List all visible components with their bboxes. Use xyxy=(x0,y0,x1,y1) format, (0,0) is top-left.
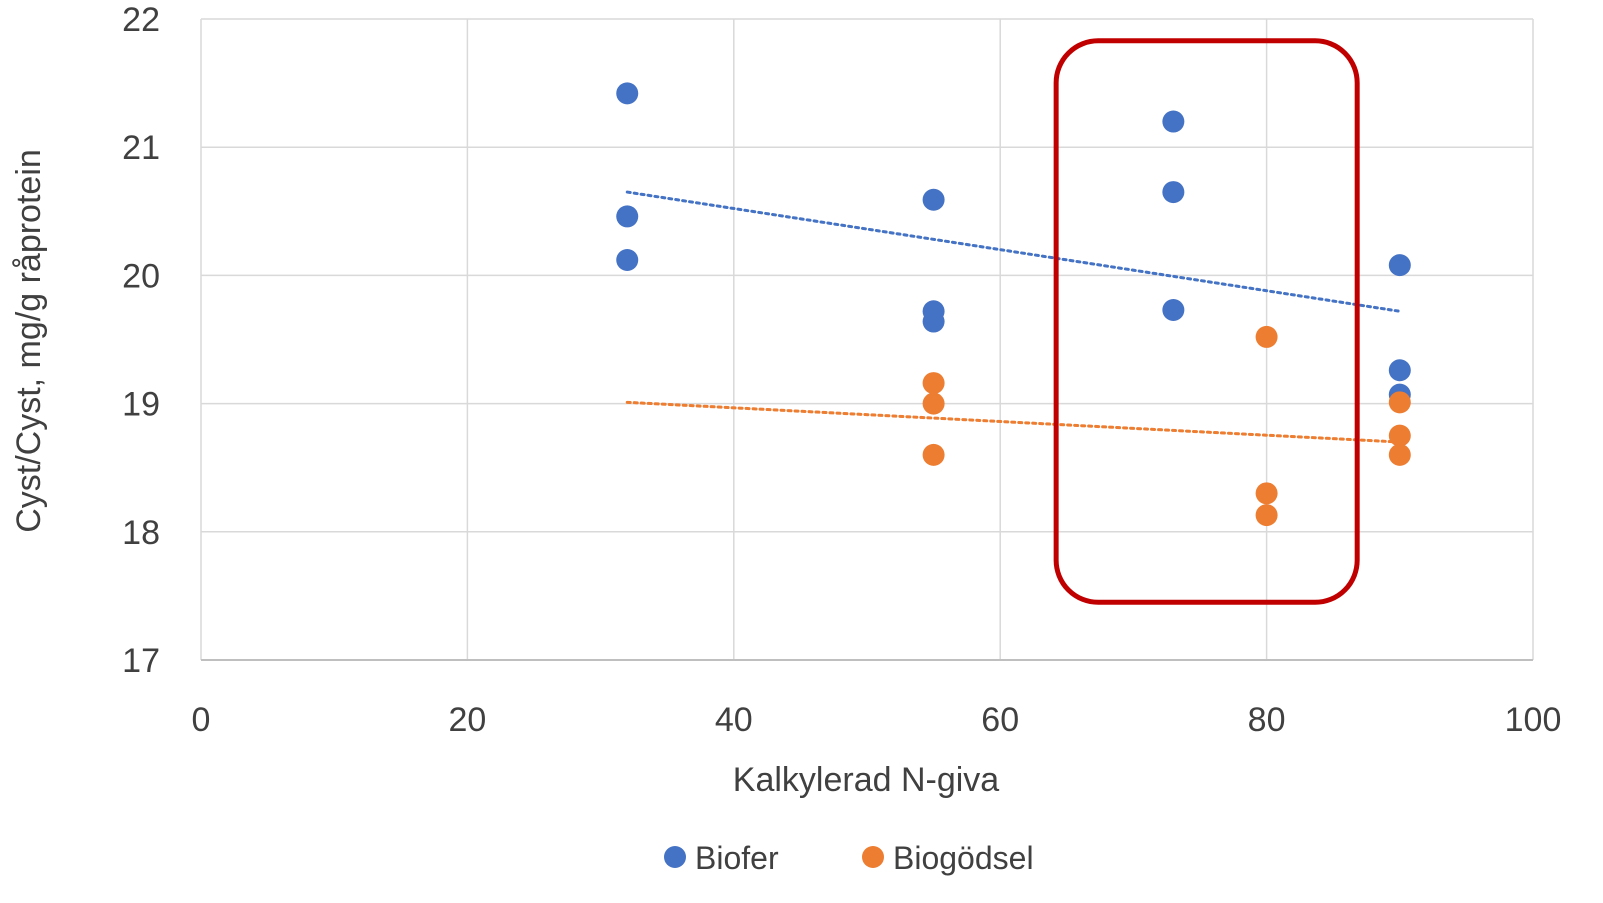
y-tick-label: 21 xyxy=(122,129,160,167)
grid-lines xyxy=(200,18,1534,661)
data-point xyxy=(1388,359,1411,382)
data-point xyxy=(616,205,639,228)
data-point xyxy=(1162,110,1185,133)
data-point xyxy=(616,82,639,105)
x-tick-label: 60 xyxy=(981,701,1019,739)
y-tick-label: 19 xyxy=(122,386,160,424)
legend: Biofer Biogödsel xyxy=(664,840,1034,876)
y-tick-label: 17 xyxy=(122,642,160,680)
data-point xyxy=(1255,482,1278,505)
data-point xyxy=(922,443,945,466)
trendlines xyxy=(625,190,1402,444)
data-point xyxy=(1388,424,1411,447)
data-point xyxy=(1388,443,1411,466)
data-point xyxy=(1388,254,1411,277)
legend-label: Biogödsel xyxy=(893,840,1034,876)
y-axis-title: Cyst/Cyst, mg/g råprotein xyxy=(10,149,48,533)
data-point xyxy=(922,188,945,211)
tick-labels: 17 18 19 20 21 22 0 20 40 60 80 100 xyxy=(122,1,1561,739)
data-point xyxy=(922,372,945,395)
legend-label: Biofer xyxy=(695,840,779,876)
data-point xyxy=(1162,181,1185,204)
data-point xyxy=(1255,325,1278,348)
y-tick-label: 18 xyxy=(122,514,160,552)
x-tick-label: 0 xyxy=(192,701,211,739)
data-point xyxy=(922,310,945,333)
highlight-box xyxy=(1053,38,1360,605)
trendline xyxy=(625,190,1402,313)
x-tick-label: 80 xyxy=(1248,701,1286,739)
data-point xyxy=(1255,504,1278,527)
data-point xyxy=(922,392,945,415)
data-points xyxy=(616,82,1411,527)
data-point xyxy=(616,249,639,272)
data-point xyxy=(1162,299,1185,322)
y-tick-label: 22 xyxy=(122,1,160,39)
x-tick-label: 40 xyxy=(715,701,753,739)
y-tick-label: 20 xyxy=(122,257,160,295)
data-point xyxy=(1388,391,1411,414)
legend-marker xyxy=(664,846,686,868)
x-axis-title: Kalkylerad N-giva xyxy=(733,761,1000,799)
highlight-rectangle xyxy=(1053,38,1360,605)
x-tick-label: 100 xyxy=(1505,701,1562,739)
legend-marker xyxy=(862,846,884,868)
trendline xyxy=(625,400,1402,444)
x-tick-label: 20 xyxy=(448,701,486,739)
